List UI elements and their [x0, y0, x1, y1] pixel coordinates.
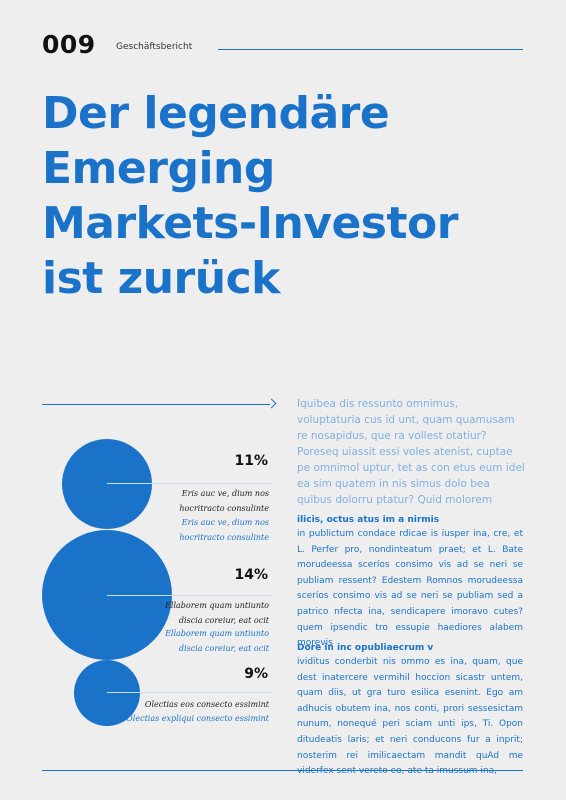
leader-line [107, 595, 272, 596]
stat-caption: Eris auc ve, dium nos hocritracto consul… [99, 486, 269, 516]
caption-line: discia coreiur, eat ocit [178, 644, 269, 653]
stat-percent: 9% [244, 666, 268, 682]
stat-circle-smallest [74, 660, 140, 726]
stat-percent: 11% [234, 453, 268, 469]
caption-line: hocritracto consulinte [179, 533, 269, 542]
intro-paragraph: Iquibea dis ressunto omnimus, voluptatur… [297, 398, 525, 506]
leader-line [107, 483, 272, 484]
caption-line: Eris auc ve, dium nos [181, 489, 269, 498]
caption-line: Eris auc ve, dium nos [181, 518, 269, 527]
stat-caption-alt: Eris auc ve, dium nos hocritracto consul… [99, 515, 269, 545]
bottom-divider [42, 770, 523, 771]
page-number: 009 [42, 30, 96, 59]
page-title: Der legendäre Emerging Markets-Investor … [42, 86, 542, 306]
section-body: ividitus conderbit nis ommo es ina, quam… [297, 657, 523, 777]
stat-percent: 14% [234, 567, 268, 583]
section-label: Geschäftsbericht [116, 42, 193, 52]
section-heading: Dore in inc opubliaecrum v [297, 643, 434, 653]
stat-caption: Olectias eos consecto essimint [99, 697, 269, 712]
arrow-right-icon [266, 398, 277, 409]
caption-line: Olectias expliqui consecto essimint [126, 714, 269, 723]
caption-line: Olectias eos consecto essimint [144, 700, 269, 709]
caption-line: hocritracto consulinte [179, 504, 269, 513]
caption-line: Ellaborem quam untiunto [165, 629, 269, 638]
section-body: in publictum condace rdicae is iusper in… [297, 529, 523, 649]
leader-line [107, 692, 272, 693]
section-heading: ilicis, octus atus im a nirmis [297, 515, 440, 525]
top-divider [218, 49, 523, 50]
title-line: ist zurück [42, 253, 280, 304]
stat-caption-alt: Olectias expliqui consecto essimint [99, 711, 269, 726]
title-line: Emerging [42, 143, 275, 194]
caption-line: discia coreiur, eat ocit [178, 616, 269, 625]
title-line: Markets-Investor [42, 198, 458, 249]
title-line: Der legendäre [42, 88, 390, 139]
stat-caption-alt: Ellaborem quam untiunto discia coreiur, … [99, 626, 269, 656]
caption-line: Ellaborem quam untiunto [165, 601, 269, 610]
stat-circle-small [62, 439, 152, 529]
stat-caption: Ellaborem quam untiunto discia coreiur, … [99, 598, 269, 628]
arrow-divider [42, 404, 270, 405]
